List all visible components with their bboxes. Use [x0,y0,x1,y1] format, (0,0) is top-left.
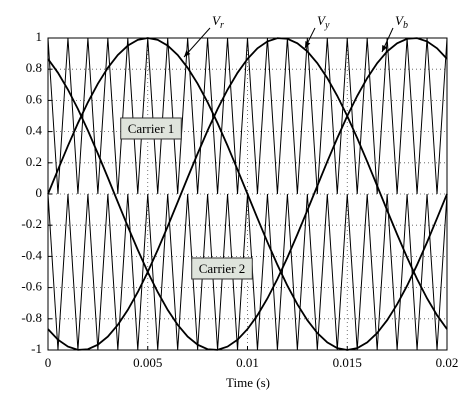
x-tick-label: 0.01 [236,355,259,370]
series-line [47,193,448,351]
series-label-main: V [212,13,222,28]
carrier-label: Carrier 2 [199,261,246,276]
carrier-label-box [120,117,182,140]
y-tick-label: -0.8 [21,310,42,325]
series-label-main: V [395,13,405,28]
series-label-main: V [317,13,327,28]
y-tick-label: -0.4 [21,247,42,262]
x-tick-label: 0.02 [436,355,459,370]
y-tick-label: 0.6 [26,91,43,106]
series-label-sub: b [403,20,408,31]
series-label: Vy [317,13,330,31]
y-tick-label: 0.2 [26,154,42,169]
annotation-arrowhead [184,50,191,57]
series-label: Vr [212,13,224,31]
x-axis-label: Time (s) [226,375,270,390]
annotation-arrowhead [305,41,311,48]
y-tick-label: 0.8 [26,60,42,75]
carrier-label-box [191,257,253,280]
carrier-label: Carrier 1 [128,121,175,136]
series-line [47,37,448,351]
series-label-sub: r [220,20,224,31]
y-tick-label: -0.6 [21,279,42,294]
annotation-arrow [183,27,211,58]
y-tick-label: -0.2 [21,216,42,231]
series-label: Vb [395,13,408,31]
y-tick-label: 1 [36,29,43,44]
y-tick-label: 0 [36,185,43,200]
series-label-sub: y [324,20,330,31]
x-tick-label: 0.015 [333,355,362,370]
x-tick-label: 0.005 [133,355,162,370]
annotation-arrowhead [382,45,388,52]
y-tick-label: -1 [31,341,42,356]
series-line [47,37,448,351]
plot-frame [47,37,448,351]
y-tick-label: 0.4 [26,123,43,138]
x-tick-label: 0 [45,355,52,370]
